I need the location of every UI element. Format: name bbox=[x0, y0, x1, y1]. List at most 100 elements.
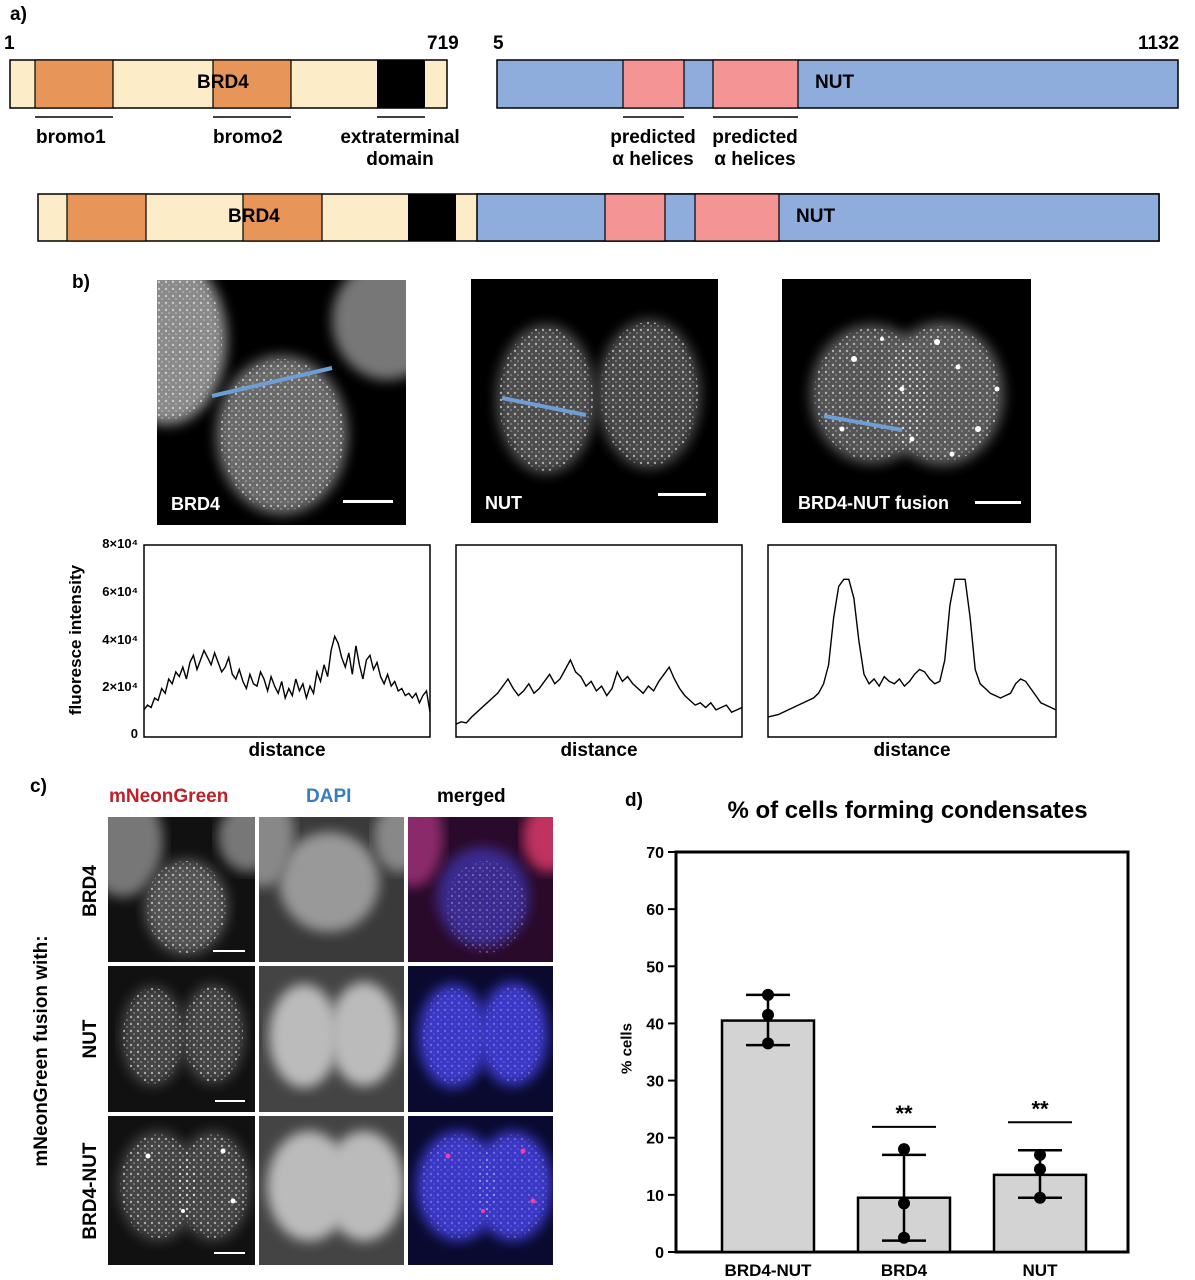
helix-a-label: predicted α helices bbox=[610, 127, 696, 170]
row-label-brd4: BRD4 bbox=[80, 865, 101, 917]
ytick: 2×10⁴ bbox=[102, 679, 138, 694]
data-point bbox=[1034, 1148, 1046, 1161]
bromo1-label: bromo1 bbox=[36, 127, 106, 148]
extraterminal-label: extraterminal domain bbox=[340, 127, 460, 170]
extraterminal-domain bbox=[377, 60, 425, 108]
y-tick-label: 10 bbox=[646, 1188, 664, 1205]
bromo2-label: bromo2 bbox=[213, 127, 283, 148]
cell-micrograph bbox=[157, 280, 406, 515]
data-point bbox=[898, 1231, 910, 1244]
data-point bbox=[1034, 1191, 1046, 1204]
ytick: 4×10⁴ bbox=[102, 632, 138, 647]
domain-diagram bbox=[9, 59, 1179, 242]
x-tick-label: BRD4-NUT bbox=[725, 1261, 813, 1280]
profile-plot-fusion bbox=[767, 544, 1057, 738]
profile-series-fusion bbox=[767, 578, 1057, 718]
side-label: mNeonGreen fusion with: bbox=[31, 935, 52, 1167]
cell-micrograph bbox=[496, 319, 701, 474]
brd4-start: 1 bbox=[4, 33, 15, 54]
profile-ylabel-wrap: fluoresce intensity bbox=[56, 545, 85, 735]
cell-micrograph bbox=[267, 1131, 404, 1241]
cell-micrograph bbox=[108, 817, 255, 955]
nut-body bbox=[496, 59, 1179, 109]
cell-micrograph bbox=[418, 982, 548, 1088]
c-nut-mneongreen bbox=[108, 966, 255, 1112]
data-point bbox=[898, 1197, 910, 1210]
profile-yticks: 8×10⁴ 6×10⁴ 4×10⁴ 2×10⁴ 0 bbox=[88, 536, 138, 746]
c-fusion-dapi bbox=[259, 1116, 404, 1265]
cell-micrograph bbox=[810, 322, 1004, 466]
brd4-name: BRD4 bbox=[197, 72, 249, 93]
bromo1-domain bbox=[34, 59, 114, 109]
y-tick-label: 20 bbox=[646, 1131, 664, 1148]
panel-label-b: b) bbox=[72, 272, 90, 293]
y-tick-label: 50 bbox=[646, 959, 664, 976]
significance-marker: ** bbox=[895, 1101, 913, 1126]
fusion-nut-name: NUT bbox=[796, 206, 836, 227]
data-point bbox=[762, 1008, 774, 1021]
profile-line bbox=[501, 396, 587, 417]
data-point bbox=[898, 1143, 910, 1156]
panel-label-d: d) bbox=[625, 790, 643, 811]
c-brd4-merged bbox=[408, 817, 553, 962]
c-nut-merged bbox=[408, 966, 553, 1112]
bar-brd4-nut bbox=[720, 1019, 816, 1254]
scale-bar bbox=[214, 1252, 245, 1254]
y-tick-label: 60 bbox=[646, 902, 664, 919]
y-tick-label: 30 bbox=[646, 1074, 664, 1091]
c-nut-dapi bbox=[259, 966, 404, 1112]
col-header-mneongreen: mNeonGreen bbox=[109, 786, 229, 807]
panel-label-c: c) bbox=[30, 776, 47, 797]
fusion-brd4-name: BRD4 bbox=[228, 206, 280, 227]
profile-series-nut bbox=[455, 658, 743, 725]
xlabel-1: distance bbox=[248, 740, 326, 761]
c-brd4-dapi bbox=[259, 817, 404, 962]
bromo2-domain bbox=[212, 59, 292, 109]
cell-micrograph bbox=[269, 982, 399, 1088]
data-point bbox=[762, 1037, 774, 1050]
profile-ylabel: fluoresce intensity bbox=[66, 564, 85, 716]
cell-micrograph bbox=[408, 817, 553, 953]
cell-micrograph bbox=[121, 984, 245, 1086]
cell-micrograph bbox=[118, 1131, 251, 1241]
profile-plot-nut bbox=[455, 544, 743, 738]
data-point bbox=[1034, 1163, 1046, 1176]
ytick: 6×10⁴ bbox=[102, 584, 138, 599]
profile-line bbox=[211, 366, 333, 398]
profile-plot-brd4 bbox=[143, 544, 431, 738]
y-tick-label: 70 bbox=[646, 845, 664, 862]
image-b-brd4: BRD4 bbox=[157, 280, 406, 525]
scale-bar bbox=[215, 1100, 245, 1102]
y-tick-label: 40 bbox=[646, 1016, 664, 1033]
row-label-brd4-nut: BRD4-NUT bbox=[80, 1142, 101, 1240]
nut-end: 1132 bbox=[1138, 33, 1180, 54]
scale-bar bbox=[658, 493, 706, 496]
xlabel-3: distance bbox=[873, 740, 951, 761]
helix-b-label: predicted α helices bbox=[712, 127, 798, 170]
row-label-nut: NUT bbox=[80, 1019, 101, 1059]
image-b-nut: NUT bbox=[471, 279, 718, 523]
image-caption: BRD4 bbox=[171, 494, 221, 514]
xlabel-2: distance bbox=[560, 740, 638, 761]
y-tick-label: 0 bbox=[655, 1245, 664, 1262]
x-tick-label: BRD4 bbox=[881, 1261, 928, 1280]
nut-start: 5 bbox=[493, 33, 504, 54]
profile-series-brd4 bbox=[143, 634, 431, 713]
scale-bar bbox=[343, 500, 393, 503]
c-fusion-merged bbox=[408, 1116, 553, 1265]
bar-chart-title: % of cells forming condensates bbox=[727, 797, 1088, 824]
col-header-dapi: DAPI bbox=[306, 786, 352, 807]
significance-marker: ** bbox=[1031, 1096, 1049, 1121]
image-caption: BRD4-NUT fusion bbox=[798, 493, 949, 513]
image-caption: NUT bbox=[485, 493, 522, 513]
c-fusion-mneongreen bbox=[108, 1116, 255, 1265]
helix-b-domain bbox=[712, 59, 799, 109]
bar-chart: 0 10 20 30 40 50 60 70 BRD4-NUT BRD4 ** NUT ** bbox=[646, 845, 1130, 1280]
panel-label-a: a) bbox=[10, 4, 27, 25]
ytick: 0 bbox=[130, 726, 138, 741]
cell-micrograph bbox=[259, 817, 404, 932]
helix-a-domain bbox=[622, 59, 685, 109]
image-b-fusion: BRD4-NUT fusion bbox=[782, 279, 1031, 523]
bar-chart-ylabel: % cells bbox=[618, 1023, 636, 1074]
ytick: 8×10⁴ bbox=[102, 536, 138, 551]
